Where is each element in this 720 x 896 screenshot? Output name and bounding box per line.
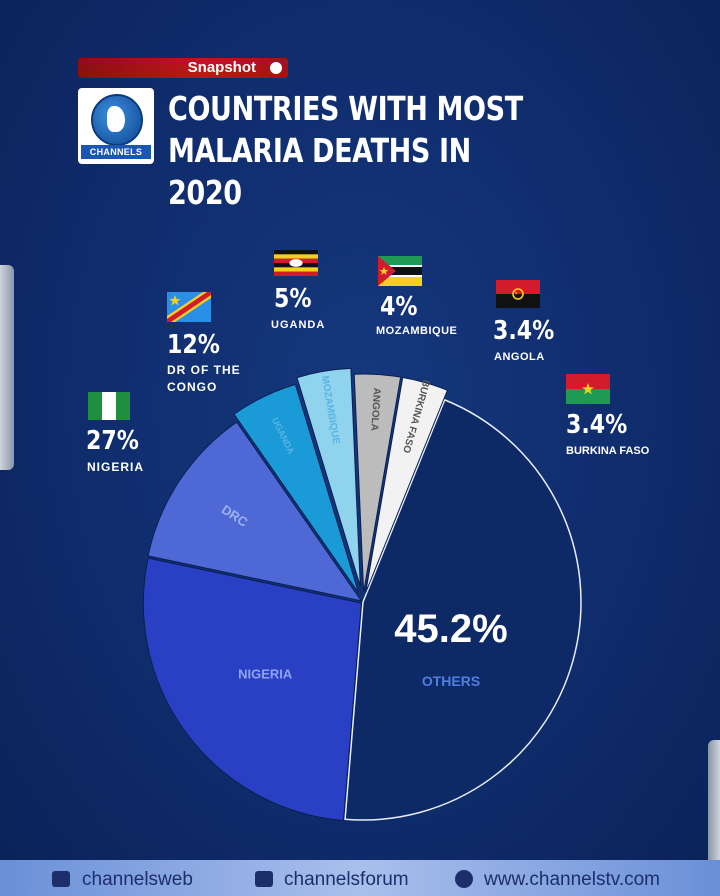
slice-label-angola: ANGOLA	[368, 387, 382, 431]
right-edge-overlay	[708, 740, 720, 896]
angola-flag-icon	[496, 280, 540, 308]
facebook-icon	[255, 871, 273, 887]
pie-slice-uganda	[233, 383, 360, 594]
uganda-name: UGANDA	[271, 319, 326, 331]
snapshot-badge: Snapshot	[78, 58, 288, 78]
drc-percent: 12%	[167, 330, 220, 360]
website-link[interactable]: www.channelstv.com	[484, 869, 660, 890]
channels-logo: CHANNELS	[78, 88, 154, 164]
mozambique-percent: 4%	[380, 292, 418, 322]
slice-label-others: 45.2%	[394, 607, 507, 651]
pie-slice-others	[344, 398, 582, 821]
uganda-flag-icon	[274, 250, 318, 276]
footer-bar: channelsweb channelsforum www.channelstv…	[0, 860, 720, 896]
nigeria-name: NIGERIA	[87, 460, 145, 474]
mozambique-flag-icon	[378, 256, 422, 286]
angola-name: ANGOLA	[494, 351, 545, 363]
burkina-faso-flag-icon	[566, 374, 610, 404]
uganda-percent: 5%	[274, 284, 312, 314]
drc-flag-icon	[167, 292, 211, 322]
drc-name-line-2: CONGO	[167, 380, 218, 394]
page-title: COUNTRIES WITH MOST MALARIA DEATHS IN 20…	[168, 88, 545, 214]
pie-slice-burkina-faso	[365, 376, 449, 593]
pie-slice-nigeria	[142, 557, 362, 821]
nigeria-flag-icon	[88, 392, 130, 420]
pie-slice-angola	[353, 373, 402, 593]
pie-slice-dr-of-the-congo	[147, 421, 363, 602]
globe-icon	[455, 870, 473, 888]
logo-brand-text: CHANNELS	[81, 145, 151, 159]
pie-slice-mozambique	[296, 367, 361, 587]
mozambique-name: MOZAMBIQUE	[376, 325, 458, 337]
angola-percent: 3.4%	[493, 316, 555, 346]
youtube-icon	[52, 871, 70, 887]
youtube-handle[interactable]: channelsweb	[82, 869, 193, 890]
facebook-handle[interactable]: channelsforum	[284, 869, 409, 890]
burkina-faso-percent: 3.4%	[566, 410, 628, 440]
left-edge-overlay	[0, 265, 14, 470]
title-line-2: MALARIA DEATHS IN 2020	[168, 131, 471, 212]
drc-name-line-1: DR OF THE	[167, 363, 241, 377]
snapshot-dot-icon	[270, 62, 282, 74]
slice-label-nigeria: NIGERIA	[238, 666, 293, 681]
burkina-faso-name: BURKINA FASO	[566, 445, 650, 457]
slice-label-others-name: OTHERS	[422, 673, 480, 689]
title-line-1: COUNTRIES WITH MOST	[168, 89, 523, 128]
nigeria-percent: 27%	[86, 426, 139, 456]
snapshot-label: Snapshot	[187, 59, 256, 76]
